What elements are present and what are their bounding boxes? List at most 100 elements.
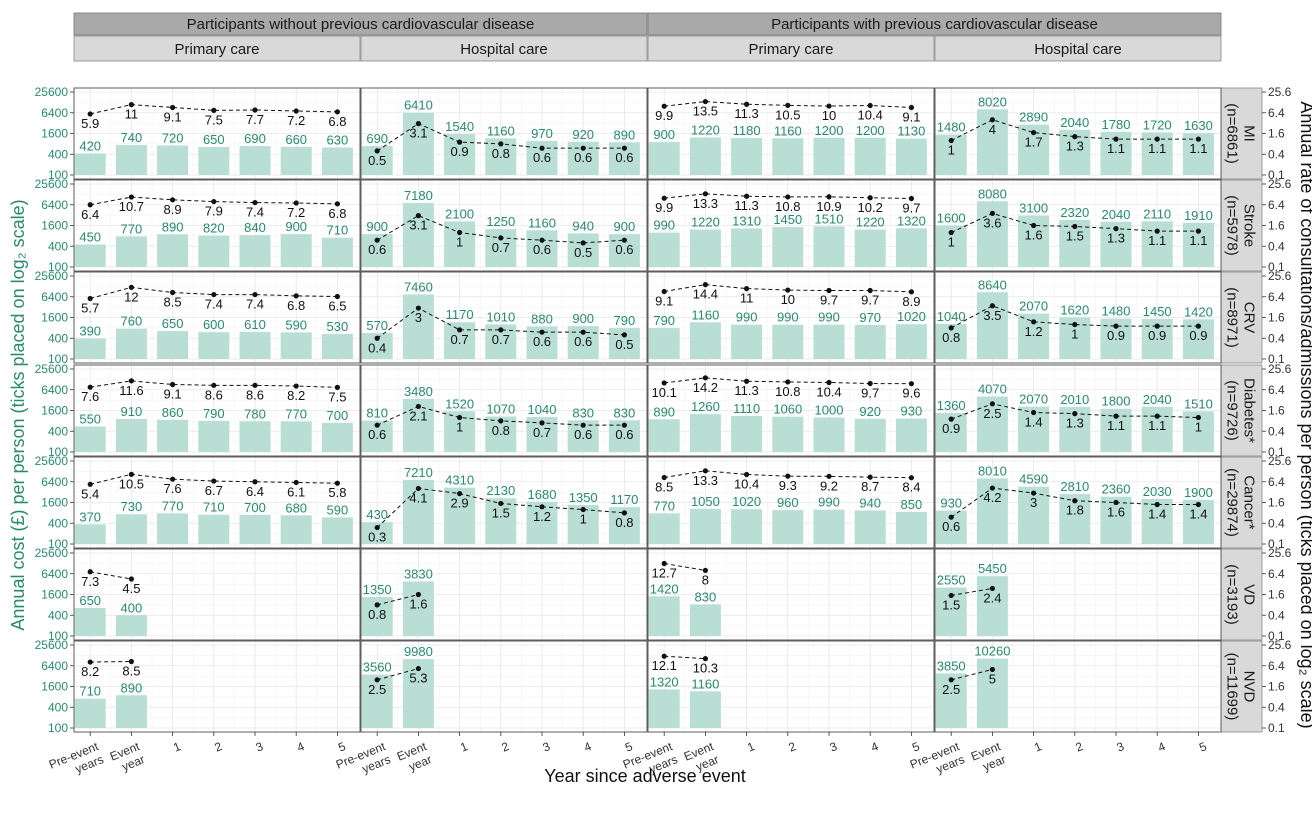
cost-label: 1510 bbox=[1184, 396, 1213, 411]
panel: 3560 9980 2.5 5.3 bbox=[360, 640, 648, 733]
rate-label: 1.4 bbox=[1025, 414, 1043, 429]
cost-bar bbox=[280, 515, 312, 544]
care-strip bbox=[934, 35, 1222, 62]
cost-label: 690 bbox=[366, 131, 388, 146]
cost-label: 650 bbox=[79, 593, 101, 608]
cost-label: 920 bbox=[859, 404, 881, 419]
rate-point bbox=[1113, 323, 1119, 329]
y-right-tick-label: 0.4 bbox=[1268, 239, 1285, 253]
y-right-tick-label: 0.1 bbox=[1268, 352, 1285, 366]
cost-label: 770 bbox=[653, 498, 675, 513]
x-tick-label: 3 bbox=[254, 739, 266, 755]
cost-label: 780 bbox=[244, 406, 266, 421]
rate-point bbox=[1031, 490, 1037, 496]
rate-label: 0.8 bbox=[942, 330, 960, 345]
panel-border bbox=[647, 87, 935, 180]
cost-label: 1480 bbox=[937, 120, 966, 135]
cost-label: 10260 bbox=[974, 644, 1010, 659]
rate-label: 1.1 bbox=[1148, 233, 1166, 248]
cost-bar bbox=[567, 233, 599, 267]
rate-point bbox=[1195, 414, 1201, 421]
panel-border bbox=[73, 271, 361, 364]
rate-label: 10.5 bbox=[119, 476, 144, 491]
rate-label: 3.5 bbox=[983, 308, 1001, 323]
panel-border bbox=[647, 456, 935, 549]
panel: 390 760 650 600 610 590 530 5.7 12 8.5 7.4 7.4 6.8 6.… bbox=[73, 271, 361, 364]
cost-label: 7460 bbox=[404, 279, 433, 294]
rate-point bbox=[580, 145, 586, 151]
cost-bar bbox=[772, 226, 804, 267]
rate-point bbox=[1195, 323, 1201, 329]
panel: 650 400 7.3 4.5 bbox=[73, 548, 361, 641]
panel-border bbox=[934, 179, 1222, 272]
rate-label: 0.8 bbox=[492, 423, 510, 438]
y-right-tick-label: 0.1 bbox=[1268, 445, 1285, 459]
cost-label: 840 bbox=[244, 220, 266, 235]
rate-label: 1.1 bbox=[1189, 141, 1207, 156]
x-tick-label: 3 bbox=[828, 739, 840, 755]
cost-label: 1350 bbox=[569, 490, 598, 505]
cost-label: 2100 bbox=[445, 206, 474, 221]
rate-label: 0.6 bbox=[942, 519, 960, 534]
rate-label: 1.3 bbox=[1107, 231, 1125, 246]
cost-bar bbox=[689, 137, 721, 175]
x-axis-title: Year since adverse event bbox=[544, 766, 745, 786]
cost-label: 9980 bbox=[404, 644, 433, 659]
rate-label: 8.5 bbox=[655, 480, 673, 495]
rate-label: 8.9 bbox=[164, 202, 182, 217]
cost-label: 790 bbox=[653, 313, 675, 328]
rate-label: 1.6 bbox=[1107, 505, 1125, 520]
cost-bar bbox=[772, 324, 804, 359]
cost-label: 930 bbox=[901, 404, 923, 419]
cost-bar bbox=[321, 334, 353, 359]
cost-label: 8640 bbox=[978, 277, 1007, 292]
panel-border bbox=[647, 640, 935, 733]
cost-bar bbox=[731, 324, 763, 359]
row-name: VD bbox=[1241, 584, 1258, 605]
cost-label: 1910 bbox=[1184, 208, 1213, 223]
cost-label: 940 bbox=[572, 218, 594, 233]
rate-point bbox=[293, 108, 299, 114]
cost-label: 2040 bbox=[1143, 392, 1172, 407]
rate-label: 12.7 bbox=[652, 565, 677, 580]
panel-border bbox=[73, 364, 361, 457]
cost-label: 400 bbox=[121, 600, 143, 615]
rate-label: 1 bbox=[456, 420, 463, 435]
rate-label: 4.1 bbox=[409, 490, 427, 505]
rate-label: 7.3 bbox=[81, 574, 99, 589]
panel-border bbox=[360, 87, 648, 180]
rate-point bbox=[661, 560, 667, 567]
y-right-tick-label: 6.4 bbox=[1268, 383, 1285, 397]
rate-point bbox=[128, 658, 134, 665]
row-count: (n=29874) bbox=[1224, 468, 1241, 537]
rate-label: 0.6 bbox=[533, 150, 551, 165]
panel: 420 740 720 650 690 660 630 5.9 11 9.1 7.5 7.7 7.2 6.… bbox=[73, 87, 361, 180]
rate-label: 8.6 bbox=[205, 387, 223, 402]
y-left-tick-label: 6400 bbox=[41, 383, 68, 397]
panel: 890 1260 1110 1060 1000 920 930 10.1 14.2 11.3 10.… bbox=[647, 364, 935, 457]
y-right-tick-label: 0.4 bbox=[1268, 700, 1285, 714]
x-tick-label: 4 bbox=[295, 739, 307, 755]
rate-label: 0.6 bbox=[368, 242, 386, 257]
cost-bar bbox=[689, 604, 721, 636]
rate-point bbox=[334, 480, 340, 486]
rate-point bbox=[1154, 501, 1160, 508]
cost-label: 1160 bbox=[528, 215, 556, 230]
cost-label: 730 bbox=[121, 499, 143, 514]
rate-label: 0.4 bbox=[368, 340, 386, 355]
cost-label: 8080 bbox=[978, 186, 1007, 201]
x-tick-label: 1 bbox=[1032, 739, 1044, 755]
cost-bar bbox=[74, 244, 106, 267]
cost-label: 2890 bbox=[1019, 110, 1048, 125]
y-left-tick-label: 400 bbox=[48, 516, 68, 530]
cost-bar bbox=[239, 514, 271, 544]
rate-label: 8.9 bbox=[902, 294, 920, 309]
x-tick-label: 5 bbox=[623, 739, 635, 755]
cost-bar bbox=[239, 421, 271, 452]
cost-label: 1170 bbox=[446, 307, 474, 322]
cost-label: 1600 bbox=[937, 211, 966, 226]
rate-label: 3 bbox=[1030, 495, 1037, 510]
cost-label: 1170 bbox=[610, 492, 638, 507]
panel: 790 1160 990 990 990 970 1020 9.1 14.4 11 10 9.7 9.7… bbox=[647, 271, 935, 364]
